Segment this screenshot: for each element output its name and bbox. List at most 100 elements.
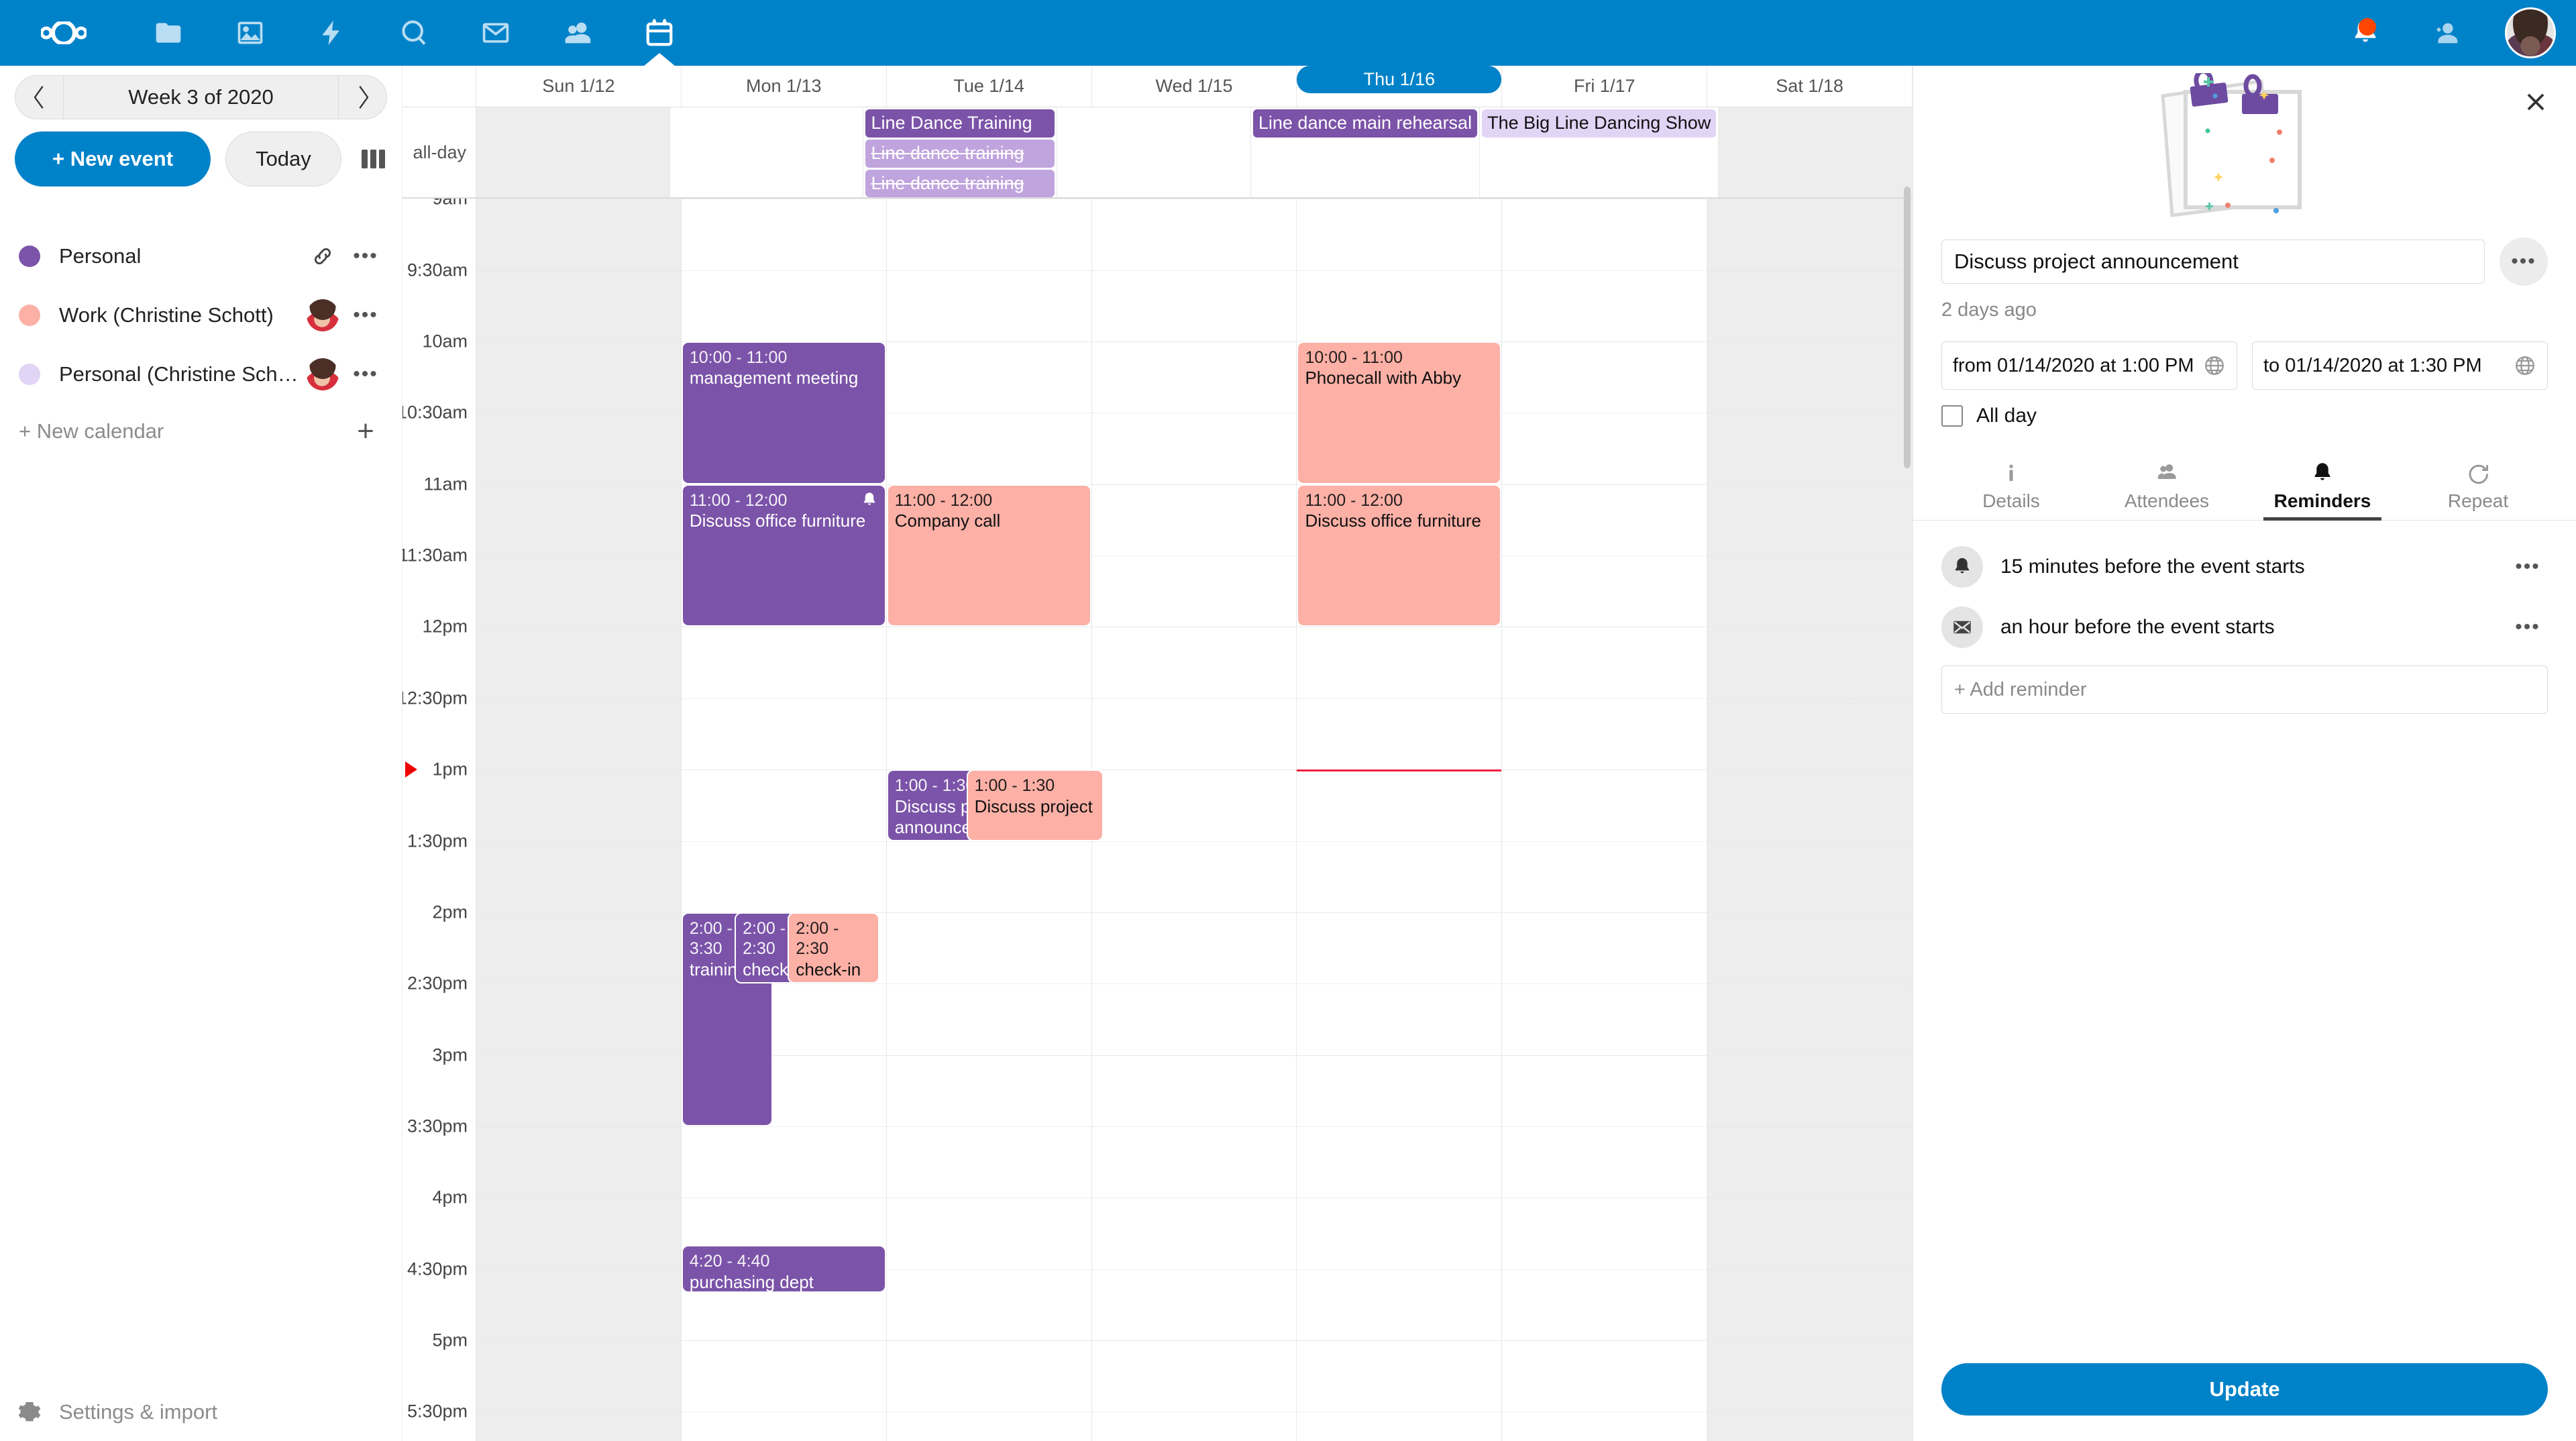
time-label: 5pm <box>432 1330 468 1350</box>
nav-search[interactable] <box>373 0 455 66</box>
new-calendar-button[interactable]: + New calendar + <box>0 404 402 459</box>
nextcloud-logo[interactable] <box>0 0 127 66</box>
day-header-2[interactable]: Tue 1/14 <box>887 66 1092 107</box>
calendar-event[interactable]: 2:00 - 3:30 training <box>681 912 773 1126</box>
all-day-cell-2[interactable]: Line Dance Training Line dance training Li… <box>863 107 1058 198</box>
reminder-item[interactable]: an hour before the event starts ••• <box>1913 597 2576 657</box>
day-column-5[interactable] <box>1502 199 1708 1441</box>
plus-icon[interactable]: + <box>357 415 374 447</box>
tab-reminders[interactable]: Reminders <box>2245 451 2400 521</box>
day-column-4[interactable]: 10:00 - 11:00 Phonecall with Abby 11:00 - … <box>1297 199 1503 1441</box>
nav-photos[interactable] <box>209 0 291 66</box>
tab-label: Details <box>1982 490 2040 511</box>
next-week-button[interactable] <box>338 76 386 119</box>
day-header-3[interactable]: Wed 1/15 <box>1092 66 1297 107</box>
grid-line <box>681 1126 886 1127</box>
calendar-event[interactable]: 11:00 - 12:00 Discuss office furniture <box>1297 484 1502 627</box>
grid-line <box>1091 1340 1297 1342</box>
link-icon[interactable] <box>301 245 344 268</box>
grid-line <box>1297 841 1502 842</box>
nav-contacts[interactable] <box>537 0 619 66</box>
grid-line <box>476 341 681 342</box>
all-day-cell-0[interactable] <box>476 107 670 198</box>
calendar-event[interactable]: 10:00 - 11:00 Phonecall with Abby <box>1297 341 1502 484</box>
all-day-row: all-day Line Dance Training Line dance tr… <box>402 107 1913 199</box>
day-column-6[interactable] <box>1707 199 1913 1441</box>
calendar-event[interactable]: 1:00 - 1:30 Discuss project <box>966 769 1104 841</box>
current-time-line <box>1297 769 1502 772</box>
tab-repeat[interactable]: Repeat <box>2400 451 2556 520</box>
grid-line <box>1297 1269 1502 1270</box>
grid-line <box>476 1269 681 1270</box>
all-day-event[interactable]: Line dance main rehearsal <box>1252 109 1478 138</box>
all-day-cell-6[interactable] <box>1719 107 1913 198</box>
calendar-item-work[interactable]: Work (Christine Schott) ••• <box>0 286 402 345</box>
update-button[interactable]: Update <box>1941 1363 2548 1416</box>
calendar-event[interactable]: 4:20 - 4:40 purchasing dept <box>681 1245 886 1293</box>
calendar-menu-button[interactable]: ••• <box>353 304 378 326</box>
day-header-0[interactable]: Sun 1/12 <box>476 66 682 107</box>
calendar-scrollbar[interactable] <box>1904 186 1911 468</box>
nav-files[interactable] <box>127 0 209 66</box>
settings-label: Settings & import <box>59 1400 218 1424</box>
day-column-2[interactable]: 11:00 - 12:00 Company call 1:00 - 1:30 Disc… <box>886 199 1104 1441</box>
close-icon[interactable] <box>2516 82 2556 122</box>
nav-activity[interactable] <box>291 0 373 66</box>
event-end-field[interactable]: to 01/14/2020 at 1:30 PM <box>2252 341 2548 390</box>
previous-week-button[interactable] <box>15 76 64 119</box>
all-day-cell-5[interactable]: The Big Line Dancing Show <box>1480 107 1719 198</box>
day-header-1[interactable]: Mon 1/13 <box>682 66 887 107</box>
calendar-event[interactable]: 11:00 - 12:00 Discuss office furniture <box>681 484 886 627</box>
event-title: Discuss office furniture <box>1305 511 1481 531</box>
calendar-color-dot <box>19 305 40 326</box>
notifications-button[interactable] <box>2325 0 2406 66</box>
event-menu-button[interactable]: ••• <box>2500 237 2548 286</box>
day-header-4[interactable]: Thu 1/16 <box>1297 66 1503 107</box>
user-avatar[interactable] <box>2505 7 2556 58</box>
event-start-text: from 01/14/2020 at 1:00 PM <box>1953 354 2194 376</box>
day-column-0[interactable] <box>476 199 682 1441</box>
event-start-field[interactable]: from 01/14/2020 at 1:00 PM <box>1941 341 2237 390</box>
calendar-event[interactable]: 11:00 - 12:00 Company call <box>886 484 1091 627</box>
all-day-event[interactable]: Line dance training <box>865 169 1055 198</box>
calendar-item-personal-shared[interactable]: Personal (Christine Scho... ••• <box>0 345 402 404</box>
tab-attendees[interactable]: Attendees <box>2089 451 2245 520</box>
header-gutter <box>402 66 476 107</box>
event-title: Discuss office furniture <box>689 511 866 531</box>
calendar-event[interactable]: 2:00 - 2:30 check-in <box>788 912 879 984</box>
new-event-button[interactable]: + New event <box>15 131 211 186</box>
nav-mail[interactable] <box>455 0 537 66</box>
day-header-row: Sun 1/12 Mon 1/13 Tue 1/14 Wed 1/15 Thu 1/16… <box>402 66 1913 107</box>
calendar-event[interactable]: 10:00 - 11:00 management meeting <box>681 341 886 484</box>
add-reminder-button[interactable]: + Add reminder <box>1941 665 2548 714</box>
contacts-menu-button[interactable] <box>2406 0 2487 66</box>
all-day-cell-4[interactable]: Line dance main rehearsal <box>1251 107 1481 198</box>
calendar-menu-button[interactable]: ••• <box>353 245 378 267</box>
all-day-cell-1[interactable] <box>670 107 864 198</box>
day-column-1[interactable]: 10:00 - 11:00 management meeting 11:00 - 1… <box>681 199 887 1441</box>
tab-details[interactable]: Details <box>1933 451 2089 520</box>
reminder-menu-button[interactable]: ••• <box>2515 555 2540 578</box>
reminder-item[interactable]: 15 minutes before the event starts ••• <box>1913 537 2576 597</box>
all-day-checkbox[interactable] <box>1941 405 1963 427</box>
time-grid-scroll[interactable]: 9am 9:30am 10am 10:30am 11am 11:30am 12pm 12:30… <box>402 199 1913 1441</box>
all-day-cell-3[interactable] <box>1057 107 1251 198</box>
reminder-menu-button[interactable]: ••• <box>2515 616 2540 638</box>
all-day-event[interactable]: Line Dance Training <box>865 109 1055 138</box>
day-header-6[interactable]: Sat 1/18 <box>1707 66 1913 107</box>
grid-line <box>681 841 886 842</box>
grid-line <box>1091 341 1297 342</box>
current-week-label[interactable]: Week 3 of 2020 <box>128 85 274 109</box>
all-day-event[interactable]: The Big Line Dancing Show <box>1482 109 1717 138</box>
week-view-icon[interactable] <box>361 148 387 170</box>
calendar-item-personal[interactable]: Personal ••• <box>0 227 402 286</box>
nav-calendar[interactable] <box>619 0 700 66</box>
settings-and-import-button[interactable]: Settings & import <box>0 1383 402 1441</box>
calendar-menu-button[interactable]: ••• <box>353 363 378 385</box>
today-button[interactable]: Today <box>225 131 341 186</box>
day-header-5[interactable]: Fri 1/17 <box>1502 66 1708 107</box>
day-column-3[interactable] <box>1091 199 1297 1441</box>
all-day-event[interactable]: Line dance training <box>865 139 1055 168</box>
event-title-input[interactable] <box>1941 239 2485 284</box>
time-label: 1:30pm <box>407 831 468 851</box>
